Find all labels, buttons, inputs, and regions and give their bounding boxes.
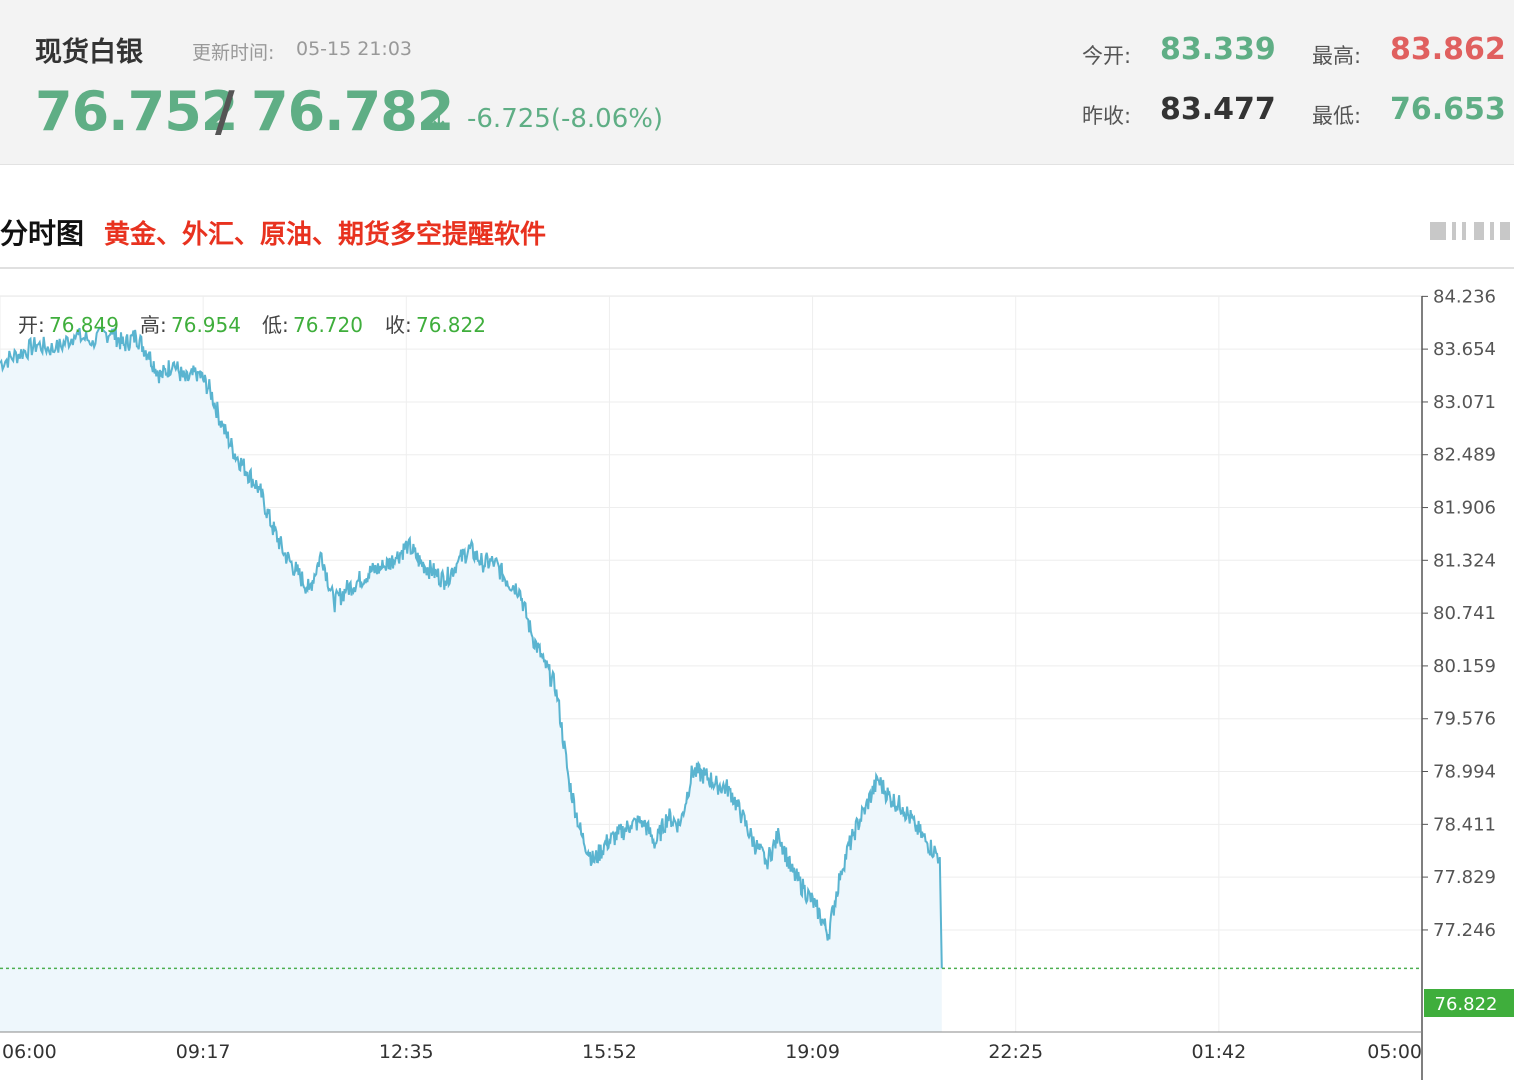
prev-close-label: 昨收: (1082, 104, 1132, 128)
y-tick-labels: 84.236 83.654 83.071 82.489 81.906 81.324 80.7… (1422, 286, 1496, 941)
chart-toolbar-icon[interactable] (1430, 222, 1510, 242)
update-time-value: 05-15 21:03 (296, 38, 413, 60)
ohlc-open-label: 开: (18, 313, 45, 337)
y-tick-label: 81.324 (1433, 550, 1496, 571)
x-tick-labels: 06:00 09:17 12:35 15:52 19:09 22:25 01:42 05:00 (2, 1041, 1422, 1063)
y-tick-label: 77.829 (1433, 867, 1496, 888)
x-tick-label: 01:42 (1191, 1041, 1246, 1063)
x-tick-label: 06:00 (2, 1041, 57, 1063)
x-tick-label: 22:25 (988, 1041, 1043, 1063)
y-tick-label: 83.654 (1433, 339, 1496, 360)
low-value: 76.653 (1390, 92, 1506, 127)
down-arrow-icon: ↓ (428, 104, 450, 134)
y-tick-label: 80.741 (1433, 603, 1496, 624)
x-tick-label: 09:17 (176, 1041, 231, 1063)
x-tick-label: 15:52 (582, 1041, 637, 1063)
y-tick-label: 83.071 (1433, 392, 1496, 413)
y-tick-label: 81.906 (1433, 498, 1496, 519)
y-tick-label: 78.994 (1433, 761, 1496, 782)
x-tick-label: 05:00 (1367, 1041, 1422, 1063)
low-label: 最低: (1312, 104, 1362, 128)
ohlc-high-label: 高: (140, 313, 167, 337)
high-value: 83.862 (1390, 32, 1506, 67)
x-tick-label: 19:09 (785, 1041, 840, 1063)
ohlc-open-value: 76.849 (49, 313, 119, 337)
bid-price: 76.752 (35, 80, 238, 143)
instrument-title: 现货白银 (35, 37, 143, 68)
ohlc-close-label: 收: (385, 313, 412, 337)
ohlc-high-value: 76.954 (171, 313, 241, 337)
ohlc-close-value: 76.822 (416, 313, 486, 337)
y-tick-label: 80.159 (1433, 656, 1496, 677)
current-price-label: 76.822 (1435, 994, 1498, 1015)
price-change: -6.725(-8.06%) (467, 104, 664, 134)
update-time-label: 更新时间: (192, 42, 275, 64)
y-tick-label: 84.236 (1433, 286, 1496, 307)
y-tick-label: 78.411 (1433, 814, 1496, 835)
intraday-chart-title: 分时图 (0, 217, 85, 250)
price-area (0, 327, 942, 1033)
price-separator: / (215, 80, 235, 143)
ohlc-readout: 开: 76.849 高: 76.954 低: 76.720 收: 76.822 (18, 313, 486, 337)
prev-close-value: 83.477 (1160, 92, 1276, 127)
y-tick-label: 79.576 (1433, 709, 1496, 730)
open-label: 今开: (1082, 44, 1132, 68)
high-label: 最高: (1312, 44, 1362, 68)
ohlc-low-value: 76.720 (293, 313, 363, 337)
quote-header: 现货白银 更新时间: 05-15 21:03 76.752 / 76.782 ↓… (0, 0, 1514, 165)
x-tick-label: 12:35 (379, 1041, 434, 1063)
section-divider (0, 267, 1514, 269)
promo-link[interactable]: 黄金、外汇、原油、期货多空提醒软件 (104, 220, 547, 250)
ask-price: 76.782 (251, 80, 454, 143)
current-price-tag: 76.822 (1424, 989, 1514, 1017)
ohlc-low-label: 低: (262, 313, 289, 337)
y-tick-label: 77.246 (1433, 920, 1496, 941)
price-line (0, 326, 943, 969)
y-tick-label: 82.489 (1433, 445, 1496, 466)
open-value: 83.339 (1160, 32, 1276, 67)
